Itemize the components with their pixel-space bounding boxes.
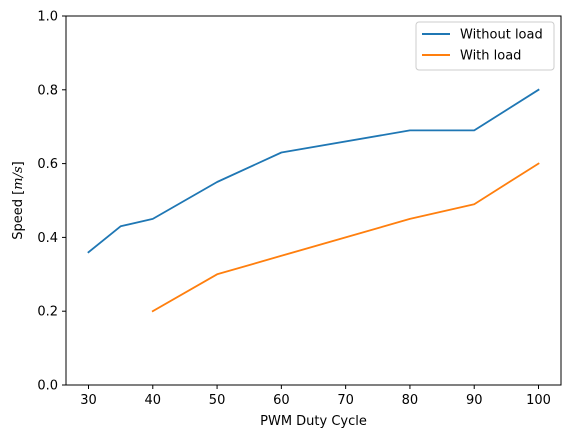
x-tick-label: 30 <box>80 393 97 408</box>
axes-frame <box>65 15 562 386</box>
legend-label-with-load: With load <box>460 49 521 64</box>
x-tick-label: 90 <box>466 393 483 408</box>
y-axis-ticks: 0.0 0.2 0.4 0.6 0.8 1.0 <box>37 10 66 394</box>
x-axis-ticks: 30 40 50 60 70 80 90 100 <box>80 385 551 408</box>
x-tick-label: 100 <box>526 393 551 408</box>
x-axis-label: PWM Duty Cycle <box>260 414 367 429</box>
series-line-with-load <box>151 162 540 313</box>
series-line-without-load <box>87 88 540 254</box>
y-tick-label: 0.6 <box>37 157 58 172</box>
y-tick-label: 1.0 <box>37 10 58 25</box>
plot-area <box>65 15 562 386</box>
y-tick-label: 0.8 <box>37 83 58 98</box>
y-tick-label: 0.2 <box>37 305 58 320</box>
series-lines <box>87 88 540 313</box>
x-tick-label: 70 <box>337 393 354 408</box>
x-tick-label: 80 <box>402 393 419 408</box>
x-tick-label: 50 <box>209 393 226 408</box>
legend: Without load With load <box>415 21 555 71</box>
y-axis-label-suffix: ] <box>11 161 26 166</box>
y-axis-label: Speed [m/s] <box>11 161 26 239</box>
y-axis-label-unit: m/s <box>11 166 26 190</box>
y-tick-label: 0.0 <box>37 379 58 394</box>
y-axis-label-prefix: Speed [ <box>11 190 26 240</box>
legend-label-without-load: Without load <box>460 28 543 43</box>
y-tick-label: 0.4 <box>37 231 58 246</box>
x-tick-label: 60 <box>273 393 290 408</box>
x-tick-label: 40 <box>145 393 162 408</box>
legend-box <box>415 21 555 71</box>
